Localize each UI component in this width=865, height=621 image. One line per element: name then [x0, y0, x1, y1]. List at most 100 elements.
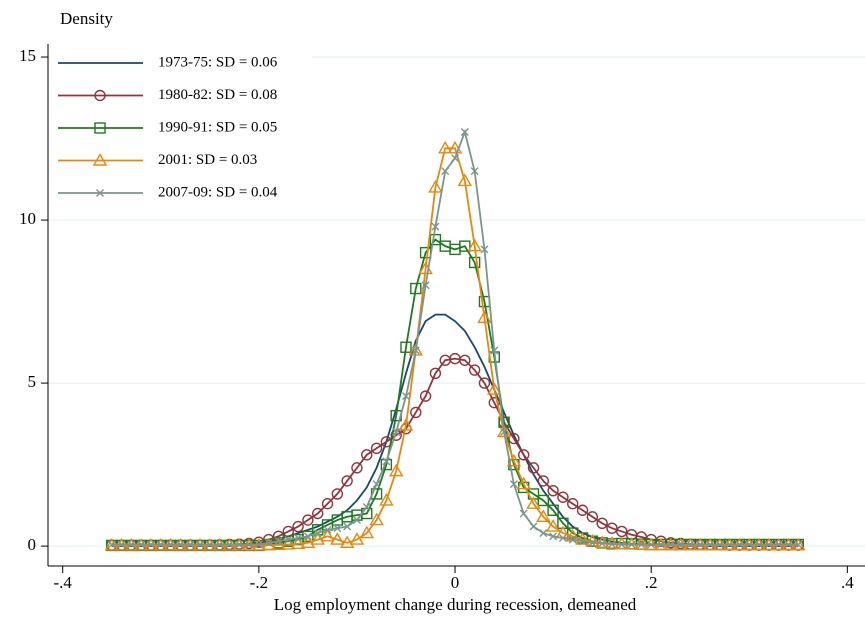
marker [519, 509, 528, 518]
marker [156, 540, 165, 549]
marker [166, 540, 175, 549]
marker [604, 536, 620, 549]
marker [274, 537, 283, 546]
marker [370, 442, 383, 454]
marker [379, 493, 394, 506]
marker [637, 540, 646, 549]
marker [431, 222, 440, 231]
marker [676, 540, 685, 549]
marker [607, 540, 616, 549]
marker [784, 540, 793, 549]
marker [508, 432, 520, 445]
marker [281, 537, 296, 550]
y-tick-label: 0 [28, 535, 37, 554]
marker [388, 463, 404, 477]
marker [545, 519, 561, 532]
marker [568, 535, 577, 544]
marker [235, 540, 244, 549]
marker [457, 173, 473, 187]
x-tick-label: .2 [645, 573, 658, 592]
marker [774, 540, 783, 549]
marker [558, 533, 567, 542]
marker [586, 511, 599, 523]
marker [576, 504, 589, 516]
y-tick-label: 10 [19, 209, 36, 228]
marker [686, 540, 695, 549]
marker [261, 537, 276, 551]
legend-label: 1980-82: SD = 0.08 [158, 87, 277, 103]
marker [490, 346, 499, 355]
marker [96, 189, 104, 197]
marker [352, 516, 361, 525]
marker [421, 281, 430, 290]
marker [362, 502, 371, 511]
marker [300, 535, 316, 549]
marker [527, 462, 540, 474]
marker [598, 539, 607, 548]
marker [225, 540, 234, 549]
marker [706, 540, 715, 549]
y-axis-label: Density [60, 9, 113, 28]
marker [614, 536, 629, 550]
marker [428, 180, 443, 193]
x-tick-label: 0 [451, 573, 460, 592]
marker [536, 509, 551, 522]
marker [696, 540, 705, 549]
marker [313, 529, 322, 538]
marker [488, 396, 500, 409]
marker [294, 533, 303, 542]
marker [478, 377, 491, 389]
marker [578, 537, 587, 546]
marker [341, 475, 353, 487]
marker [460, 128, 469, 137]
marker [339, 535, 355, 549]
marker [735, 540, 744, 549]
marker [205, 540, 214, 549]
marker [359, 525, 374, 539]
marker [330, 532, 345, 545]
marker [392, 428, 401, 436]
marker [351, 462, 363, 474]
x-axis-label: Log employment change during recession, … [274, 595, 637, 614]
marker [567, 498, 579, 510]
marker [537, 494, 550, 507]
marker [321, 498, 334, 510]
marker [382, 457, 391, 466]
marker [284, 535, 293, 544]
marker [441, 167, 450, 176]
marker [245, 540, 254, 549]
marker [537, 475, 550, 487]
marker [410, 282, 422, 295]
marker [487, 382, 502, 395]
marker [616, 525, 628, 538]
marker [539, 529, 548, 538]
marker [312, 507, 324, 520]
marker [516, 476, 531, 490]
marker [477, 310, 492, 324]
marker [411, 346, 420, 355]
marker [400, 341, 412, 353]
marker [755, 540, 764, 549]
marker [107, 540, 116, 549]
marker [94, 122, 106, 134]
marker [186, 540, 195, 549]
marker [302, 514, 314, 526]
marker [323, 525, 332, 534]
marker [292, 520, 304, 533]
marker [117, 540, 126, 549]
marker [429, 233, 442, 246]
legend: 1973-75: SD = 0.06 1980-82: SD = 0.08 1990… [50, 45, 312, 208]
marker [176, 540, 185, 549]
y-tick-label: 15 [19, 46, 36, 65]
marker [725, 540, 734, 549]
x-tick-label: -.4 [54, 573, 73, 592]
x-tick-label: -.2 [250, 573, 268, 592]
marker [429, 367, 442, 380]
marker [349, 532, 365, 545]
marker [331, 488, 344, 500]
marker [310, 532, 325, 545]
marker [506, 453, 522, 467]
marker [470, 167, 479, 176]
marker [320, 528, 335, 542]
